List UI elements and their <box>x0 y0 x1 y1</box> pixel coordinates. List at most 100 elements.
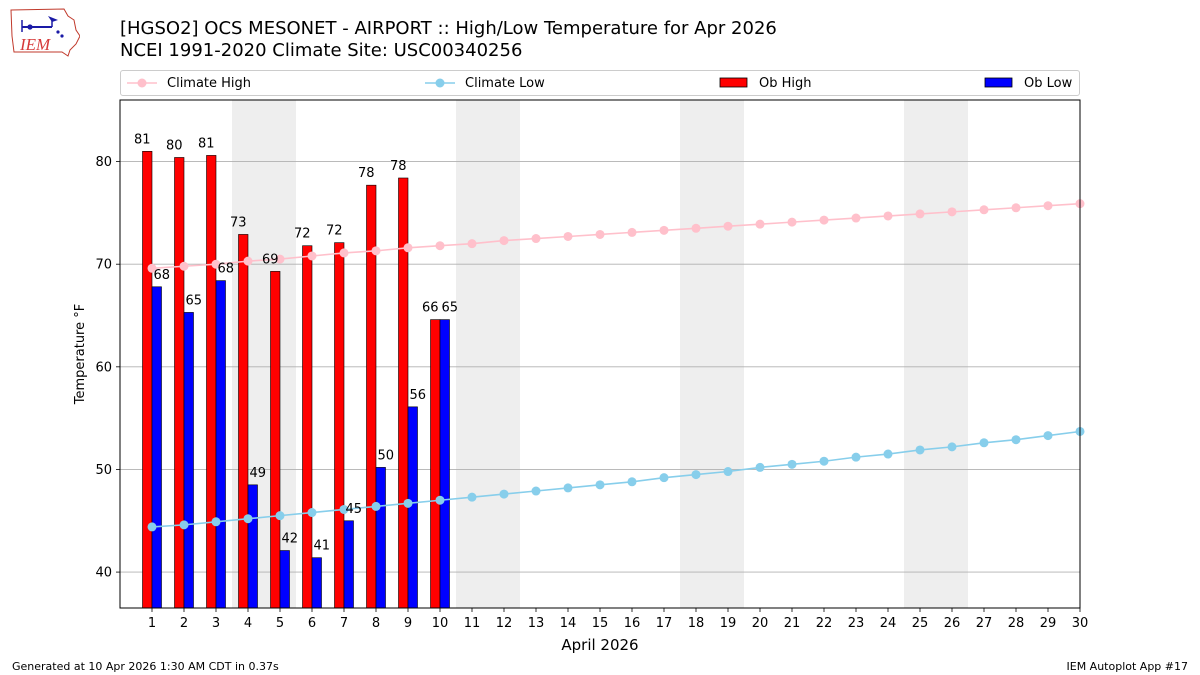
climate-high-point <box>275 254 285 264</box>
x-tick-label: 10 <box>432 616 449 631</box>
y-tick-label: 40 <box>95 566 112 581</box>
climate-low-point <box>435 495 445 505</box>
ob-low-bar <box>183 312 194 609</box>
climate-high-point <box>947 207 957 217</box>
climate-high-point <box>307 251 317 261</box>
climate-low-point <box>883 449 893 459</box>
ob-low-value-label: 56 <box>409 388 426 403</box>
x-tick-label: 14 <box>560 616 577 631</box>
climate-high-point <box>723 221 733 231</box>
y-tick-label: 80 <box>95 155 112 170</box>
legend-ob-low-label: Ob Low <box>1024 75 1073 91</box>
svg-text:IEM: IEM <box>19 35 51 54</box>
climate-low-point <box>979 438 989 448</box>
x-tick-label: 6 <box>308 616 316 631</box>
climate-high-point <box>179 261 189 271</box>
ob-high-value-label: 78 <box>358 166 375 181</box>
x-tick-label: 1 <box>148 616 156 631</box>
climate-high-point <box>883 211 893 221</box>
climate-low-point <box>915 445 925 455</box>
climate-high-point <box>787 217 797 227</box>
climate-high-point <box>659 225 669 235</box>
climate-low-point <box>339 504 349 514</box>
ob-high-value-label: 81 <box>198 136 215 151</box>
x-tick-label: 2 <box>180 616 188 631</box>
x-tick-label: 9 <box>404 616 412 631</box>
ob-high-bar <box>142 151 153 609</box>
climate-high-point <box>531 234 541 244</box>
ob-high-value-label: 72 <box>294 227 311 242</box>
ob-low-value-label: 49 <box>249 466 266 481</box>
climate-low-point <box>243 514 253 524</box>
climate-high-point <box>1011 203 1021 213</box>
x-tick-label: 15 <box>592 616 609 631</box>
ob-high-value-label: 69 <box>262 252 279 267</box>
climate-low-point <box>595 480 605 490</box>
climate-low-point <box>467 492 477 502</box>
climate-low-point <box>275 511 285 521</box>
ob-low-value-label: 68 <box>217 262 234 277</box>
legend-climate-low-label: Climate Low <box>465 75 545 91</box>
climate-high-point <box>211 259 221 269</box>
climate-low-point <box>723 467 733 477</box>
climate-low-point <box>691 470 701 480</box>
climate-low-point <box>563 483 573 493</box>
x-tick-label: 18 <box>688 616 705 631</box>
climate-high-point <box>819 215 829 225</box>
legend-ob-high: Ob High <box>719 71 812 95</box>
climate-low-point <box>307 508 317 518</box>
climate-high-point <box>499 236 509 246</box>
x-tick-label: 5 <box>276 616 284 631</box>
climate-high-point <box>147 263 157 273</box>
ob-low-bar <box>247 484 258 609</box>
climate-low-point <box>627 477 637 487</box>
x-tick-label: 8 <box>372 616 380 631</box>
ob-low-bar <box>439 319 450 609</box>
ob-low-value-label: 45 <box>345 502 362 517</box>
chart-title: [HGSO2] OCS MESONET - AIRPORT :: High/Lo… <box>120 18 777 39</box>
climate-low-point <box>211 517 221 527</box>
ob-high-value-label: 72 <box>326 224 343 239</box>
ob-low-value-label: 68 <box>153 268 170 283</box>
x-tick-label: 23 <box>848 616 865 631</box>
climate-high-point <box>691 223 701 233</box>
iem-logo: IEM <box>10 8 80 57</box>
x-tick-label: 19 <box>720 616 737 631</box>
ob-high-value-label: 80 <box>166 138 183 153</box>
ob-high-bar <box>430 319 441 609</box>
climate-high-point <box>435 241 445 251</box>
climate-low-point <box>1043 431 1053 441</box>
ob-low-value-label: 50 <box>377 448 394 463</box>
ob-high-value-label: 78 <box>390 159 407 174</box>
autoplot-app-id: IEM Autoplot App #17 <box>1066 660 1189 673</box>
ob-low-bar <box>311 557 322 609</box>
climate-high-point <box>595 229 605 239</box>
x-tick-label: 20 <box>752 616 769 631</box>
ob-low-value-label: 42 <box>281 532 298 547</box>
x-tick-label: 16 <box>624 616 641 631</box>
x-axis-label: April 2026 <box>561 636 638 654</box>
y-axis-label: Temperature °F <box>73 304 88 405</box>
ob-high-bar <box>270 271 281 609</box>
legend-ob-low: Ob Low <box>984 71 1072 95</box>
climate-low-point <box>851 452 861 462</box>
chart-legend: Climate High Climate Low Ob High Ob Low <box>120 70 1080 96</box>
climate-high-point <box>915 209 925 219</box>
x-tick-label: 24 <box>880 616 897 631</box>
climate-low-point <box>659 473 669 483</box>
chart-subtitle: NCEI 1991-2020 Climate Site: USC00340256 <box>120 40 523 61</box>
x-tick-label: 27 <box>976 616 993 631</box>
x-tick-label: 25 <box>912 616 929 631</box>
climate-low-point <box>531 486 541 496</box>
y-tick-label: 50 <box>95 463 112 478</box>
climate-low-point <box>947 442 957 452</box>
climate-low-point <box>819 456 829 466</box>
x-tick-label: 3 <box>212 616 220 631</box>
climate-low-point <box>371 501 381 511</box>
ob-high-bar <box>206 155 217 609</box>
x-tick-label: 22 <box>816 616 833 631</box>
x-tick-label: 26 <box>944 616 961 631</box>
y-tick-label: 70 <box>95 258 112 273</box>
climate-low-point <box>403 498 413 508</box>
